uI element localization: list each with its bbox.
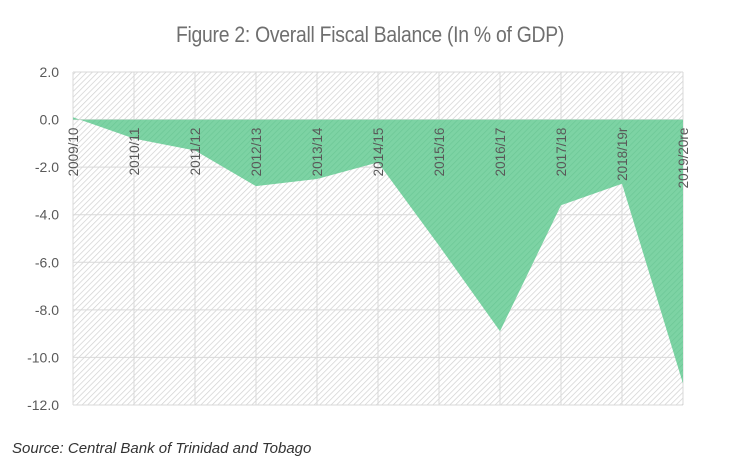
series-area-overall-fiscal-balance	[73, 117, 683, 384]
x-category-label: 2016/17	[493, 128, 508, 177]
y-tick-label: 0.0	[40, 112, 60, 128]
x-category-label: 2009/10	[66, 128, 81, 177]
y-tick-label: 2.0	[40, 64, 60, 80]
y-tick-label: -12.0	[27, 397, 59, 413]
x-category-label: 2011/12	[188, 128, 203, 176]
chart-title: Figure 2: Overall Fiscal Balance (In % o…	[175, 22, 565, 47]
x-category-label: 2014/15	[371, 128, 386, 177]
y-axis-tick-labels: 2.0 0.0 -2.0 -4.0 -6.0 -8.0 -10.0 -12.0	[27, 64, 59, 413]
y-tick-label: -6.0	[35, 254, 59, 270]
x-category-label: 2019/20re	[676, 128, 691, 189]
x-category-label: 2013/14	[310, 127, 325, 176]
y-tick-label: -8.0	[35, 302, 59, 318]
x-category-label: 2012/13	[249, 128, 264, 177]
x-category-label: 2018/19r	[615, 127, 630, 181]
x-category-label: 2017/18	[554, 128, 569, 177]
x-axis-category-labels: 2009/10 2010/11 2011/12 2012/13 2013/14 2014/…	[66, 127, 691, 188]
source-note: Source: Central Bank of Trinidad and Tob…	[12, 440, 312, 457]
y-tick-label: -4.0	[35, 207, 59, 223]
x-category-label: 2015/16	[432, 128, 447, 177]
x-category-label: 2010/11	[127, 128, 142, 176]
y-tick-label: -2.0	[35, 159, 59, 175]
y-tick-label: -10.0	[27, 349, 59, 365]
